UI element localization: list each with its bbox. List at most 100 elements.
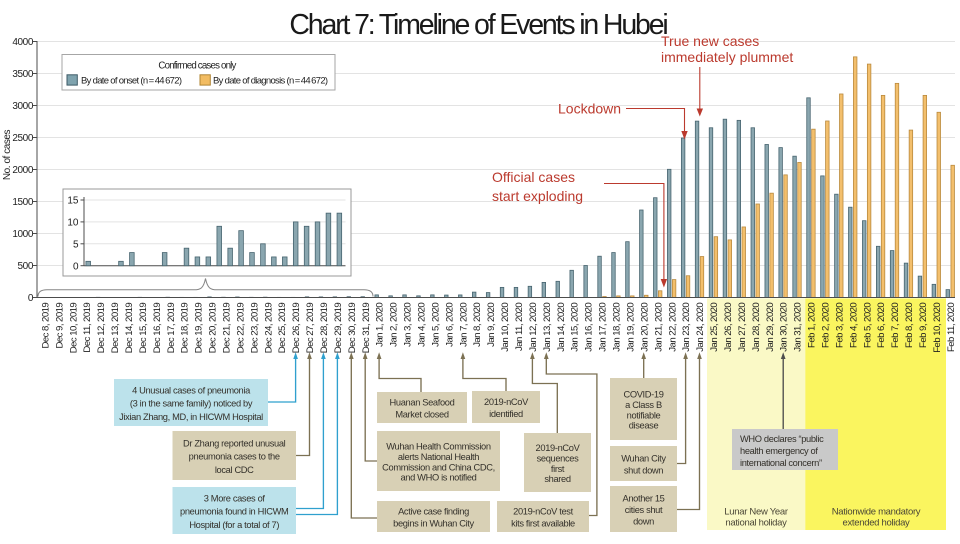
svg-text:Wuhan Health Commission: Wuhan Health Commission [386,442,491,452]
svg-text:a Class B: a Class B [625,400,662,410]
svg-text:Jan 6, 2020: Jan 6, 2020 [444,303,455,347]
svg-text:Feb 4, 2020: Feb 4, 2020 [848,303,859,348]
svg-text:Jixian Zhang, MD, in HICWM Hos: Jixian Zhang, MD, in HICWM Hospital [119,412,263,422]
svg-text:0: 0 [28,293,34,304]
svg-text:Dec 8, 2019: Dec 8, 2019 [40,303,51,349]
svg-text:Jan 1, 2020: Jan 1, 2020 [375,303,386,347]
svg-text:Dr Zhang reported unusual: Dr Zhang reported unusual [183,438,286,448]
svg-text:Jan 25, 2020: Jan 25, 2020 [709,303,720,352]
svg-text:Jan 26, 2020: Jan 26, 2020 [723,303,734,352]
svg-text:Dec 26, 2019: Dec 26, 2019 [291,303,302,354]
svg-text:and WHO is notified: and WHO is notified [400,473,476,483]
svg-text:By date of diagnosis (n = 44 6: By date of diagnosis (n = 44 672) [213,76,328,87]
svg-text:500: 500 [18,261,34,272]
svg-text:Dec 25, 2019: Dec 25, 2019 [277,303,288,354]
svg-text:Jan 31, 2020: Jan 31, 2020 [793,303,804,352]
svg-text:Jan 11, 2020: Jan 11, 2020 [514,303,525,351]
svg-text:Jan 18, 2020: Jan 18, 2020 [612,303,623,352]
svg-text:Feb 1, 2020: Feb 1, 2020 [807,303,818,348]
svg-text:No. of cases: No. of cases [2,129,13,180]
svg-text:start exploding: start exploding [492,188,583,204]
svg-text:Dec 9, 2019: Dec 9, 2019 [54,303,65,349]
svg-text:Hospital (for a total of 7): Hospital (for a total of 7) [189,520,279,530]
svg-text:15: 15 [67,196,79,207]
svg-text:Jan 17, 2020: Jan 17, 2020 [598,303,609,352]
svg-text:Market closed: Market closed [395,410,448,420]
svg-text:disease: disease [629,421,659,431]
svg-text:Jan 8, 2020: Jan 8, 2020 [472,303,483,347]
svg-text:Jan 30, 2020: Jan 30, 2020 [779,303,790,352]
svg-text:True new cases: True new cases [661,33,759,49]
svg-text:first: first [551,464,565,474]
svg-text:Dec 28, 2019: Dec 28, 2019 [319,303,330,354]
svg-text:Feb 11, 2020: Feb 11, 2020 [946,303,957,352]
svg-text:national holiday: national holiday [725,518,787,529]
svg-text:sequences: sequences [537,453,580,463]
svg-text:pneumonia found in HICWM: pneumonia found in HICWM [180,507,288,517]
svg-text:down: down [633,517,654,527]
svg-text:4000: 4000 [12,37,33,48]
svg-text:Lockdown: Lockdown [558,101,621,117]
svg-text:2019-nCoV: 2019-nCoV [536,443,581,453]
svg-text:3000: 3000 [12,101,33,112]
svg-text:Feb 3, 2020: Feb 3, 2020 [834,303,845,348]
svg-text:Chart 7: Timeline of Events in: Chart 7: Timeline of Events in Hubei [289,9,667,41]
svg-text:Dec 21, 2019: Dec 21, 2019 [221,303,232,354]
svg-text:Jan 4, 2020: Jan 4, 2020 [417,303,428,347]
svg-text:2019-nCoV test: 2019-nCoV test [513,507,573,517]
svg-text:cities shut: cities shut [625,505,663,515]
svg-text:Jan 20, 2020: Jan 20, 2020 [639,303,650,352]
svg-text:Dec 29, 2019: Dec 29, 2019 [333,303,344,354]
svg-text:3 More cases of: 3 More cases of [204,493,266,503]
svg-text:Jan 13, 2020: Jan 13, 2020 [542,303,553,352]
svg-text:Dec 24, 2019: Dec 24, 2019 [263,303,274,354]
svg-text:2000: 2000 [12,165,33,176]
svg-text:Jan 28, 2020: Jan 28, 2020 [751,303,762,352]
svg-text:COVID-19: COVID-19 [623,390,663,400]
svg-text:Jan 7, 2020: Jan 7, 2020 [458,303,469,347]
svg-text:Feb 7, 2020: Feb 7, 2020 [890,303,901,348]
svg-text:10: 10 [67,218,79,229]
svg-text:Dec 13, 2019: Dec 13, 2019 [110,303,121,354]
svg-text:3500: 3500 [12,69,33,80]
svg-text:local CDC: local CDC [215,465,254,475]
svg-text:Jan 21, 2020: Jan 21, 2020 [653,303,664,352]
svg-text:begins in Wuhan City: begins in Wuhan City [393,519,474,529]
svg-text:Feb 2, 2020: Feb 2, 2020 [820,303,831,348]
svg-text:Dec 11, 2019: Dec 11, 2019 [82,303,93,353]
svg-text:Nationwide mandatory: Nationwide mandatory [832,507,921,518]
svg-text:Dec 12, 2019: Dec 12, 2019 [96,303,107,354]
svg-text:Dec 15, 2019: Dec 15, 2019 [138,303,149,354]
svg-text:4 Unusual cases of pneumonia: 4 Unusual cases of pneumonia [132,385,251,395]
svg-text:Jan 22, 2020: Jan 22, 2020 [667,303,678,352]
svg-text:1000: 1000 [12,229,33,240]
svg-text:Jan 14, 2020: Jan 14, 2020 [556,303,567,352]
svg-text:Official cases: Official cases [492,169,575,185]
svg-text:2019-nCoV: 2019-nCoV [484,397,529,407]
svg-text:Jan 9, 2020: Jan 9, 2020 [486,303,497,347]
svg-text:shut down: shut down [624,466,663,476]
svg-text:pneumonia cases to the: pneumonia cases to the [189,452,280,462]
svg-text:Jan 16, 2020: Jan 16, 2020 [584,303,595,352]
svg-text:alerts National Health: alerts National Health [398,452,479,462]
svg-text:Jan 19, 2020: Jan 19, 2020 [625,303,636,352]
svg-text:Dec 10, 2019: Dec 10, 2019 [68,303,79,354]
svg-text:Confirmed cases only: Confirmed cases only [158,61,236,72]
svg-text:0: 0 [73,261,79,272]
svg-text:Wuhan City: Wuhan City [621,454,666,464]
svg-text:kits first available: kits first available [511,519,575,529]
svg-text:Jan 27, 2020: Jan 27, 2020 [737,303,748,352]
svg-text:Dec 14, 2019: Dec 14, 2019 [124,303,135,354]
svg-text:Dec 27, 2019: Dec 27, 2019 [305,303,316,354]
svg-text:Feb 8, 2020: Feb 8, 2020 [904,303,915,348]
svg-text:Dec 30, 2019: Dec 30, 2019 [347,303,358,354]
svg-text:Jan 10, 2020: Jan 10, 2020 [500,303,511,352]
svg-text:WHO declares “public: WHO declares “public [740,434,824,444]
svg-text:health emergency of: health emergency of [740,446,818,456]
svg-text:Feb 9, 2020: Feb 9, 2020 [918,303,929,348]
svg-text:Huanan Seafood: Huanan Seafood [390,398,455,408]
svg-text:1500: 1500 [12,197,33,208]
svg-text:Feb 10, 2020: Feb 10, 2020 [932,303,943,353]
svg-text:extended holiday: extended holiday [842,518,910,529]
svg-text:Dec 19, 2019: Dec 19, 2019 [194,303,205,354]
